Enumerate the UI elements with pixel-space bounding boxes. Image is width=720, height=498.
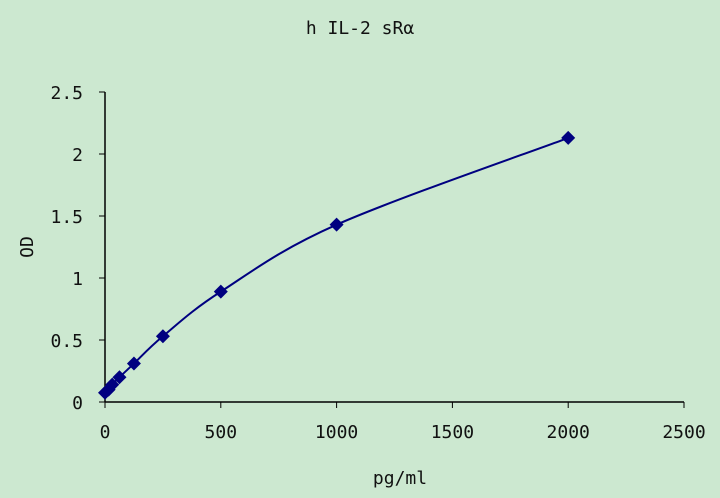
data-point (126, 356, 141, 371)
x-tick-label: 2500 (662, 422, 705, 443)
data-point (329, 217, 344, 232)
data-point (561, 130, 576, 145)
data-point (105, 377, 120, 392)
x-tick-label: 2000 (547, 422, 590, 443)
y-tick-label: 0.5 (50, 331, 83, 352)
data-point (112, 370, 127, 385)
x-tick-label: 0 (100, 422, 111, 443)
y-axis-label: OD (17, 236, 38, 258)
x-axis-label: pg/ml (373, 468, 427, 489)
y-tick-label: 0 (72, 393, 83, 414)
data-point (155, 329, 170, 344)
y-tick-label: 2.5 (50, 83, 83, 104)
x-tick-label: 500 (205, 422, 238, 443)
x-tick-label: 1000 (315, 422, 358, 443)
x-tick-label: 1500 (431, 422, 474, 443)
y-tick-label: 1.5 (50, 207, 83, 228)
chart-title: h IL-2 sRα (306, 18, 415, 39)
y-tick-label: 1 (72, 269, 83, 290)
data-point (213, 284, 228, 299)
y-tick-label: 2 (72, 145, 83, 166)
fit-curve (104, 136, 569, 394)
